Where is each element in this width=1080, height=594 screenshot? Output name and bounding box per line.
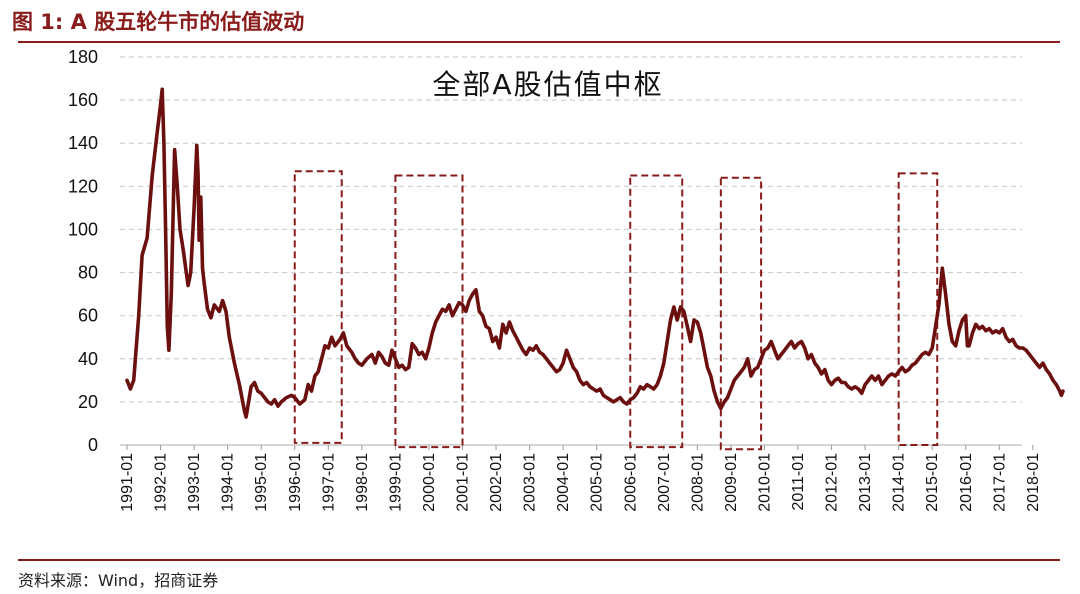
y-tick-label: 0 bbox=[88, 435, 98, 455]
bull-market-box bbox=[293, 170, 343, 444]
y-tick-label: 100 bbox=[68, 219, 98, 239]
x-tick-label: 2003-01 bbox=[522, 453, 539, 512]
x-tick-label: 2009-01 bbox=[723, 453, 740, 512]
y-tick-label: 40 bbox=[78, 349, 98, 369]
x-tick-label: 2012-01 bbox=[824, 453, 841, 512]
x-tick-label: 1999-01 bbox=[387, 453, 404, 512]
x-tick-label: 2006-01 bbox=[622, 453, 639, 512]
x-tick-label: 2018-01 bbox=[1025, 453, 1042, 512]
figure-title: 图 1: A 股五轮牛市的估值波动 bbox=[12, 10, 305, 34]
x-tick-label: 2004-01 bbox=[555, 453, 572, 512]
x-tick-label: 1997-01 bbox=[320, 453, 337, 512]
x-tick-label: 1995-01 bbox=[253, 453, 270, 512]
x-tick-label: 2005-01 bbox=[589, 453, 606, 512]
bull-market-box bbox=[394, 174, 464, 449]
y-tick-label: 120 bbox=[68, 176, 98, 196]
y-tick-label: 180 bbox=[68, 47, 98, 67]
x-axis-ticks: 1991-01 1992-01 1993-01 1994-01 1995-01 1996-… bbox=[119, 445, 1042, 512]
bull-market-box bbox=[719, 176, 763, 451]
x-tick-label: 1992-01 bbox=[153, 453, 170, 512]
y-tick-label: 80 bbox=[78, 263, 98, 283]
x-tick-label: 1998-01 bbox=[354, 453, 371, 512]
x-tick-label: 2010-01 bbox=[756, 453, 773, 512]
y-tick-label: 160 bbox=[68, 90, 98, 110]
x-tick-label: 1991-01 bbox=[119, 453, 136, 512]
title-rule bbox=[18, 41, 1060, 43]
bull-market-box bbox=[897, 172, 939, 446]
source-rule bbox=[18, 559, 1060, 561]
x-tick-label: 2002-01 bbox=[488, 453, 505, 512]
pe-series-line bbox=[125, 87, 1065, 419]
source-note: 资料来源：Wind，招商证券 bbox=[18, 571, 219, 590]
chart-title: 全部A股估值中枢 bbox=[432, 68, 663, 101]
x-tick-label: 2014-01 bbox=[891, 453, 908, 512]
x-tick-label: 2007-01 bbox=[656, 453, 673, 512]
x-tick-label: 2016-01 bbox=[958, 453, 975, 512]
x-tick-label: 2008-01 bbox=[689, 453, 706, 512]
x-tick-label: 2017-01 bbox=[991, 453, 1008, 512]
y-axis-ticks: 0 20 40 60 80 100 120 140 160 180 bbox=[68, 47, 98, 455]
y-tick-label: 60 bbox=[78, 306, 98, 326]
x-tick-label: 1994-01 bbox=[220, 453, 237, 512]
series-layer bbox=[125, 87, 1065, 419]
highlight-boxes bbox=[293, 170, 939, 451]
x-tick-label: 1993-01 bbox=[186, 453, 203, 512]
x-tick-label: 2001-01 bbox=[455, 453, 472, 512]
y-tick-label: 140 bbox=[68, 133, 98, 153]
x-tick-label: 1996-01 bbox=[287, 453, 304, 512]
x-tick-label: 2013-01 bbox=[857, 453, 874, 512]
x-tick-label: 2011-01 bbox=[790, 453, 807, 511]
x-tick-label: 2000-01 bbox=[421, 453, 438, 512]
y-tick-label: 20 bbox=[78, 392, 98, 412]
x-tick-label: 2015-01 bbox=[924, 453, 941, 512]
